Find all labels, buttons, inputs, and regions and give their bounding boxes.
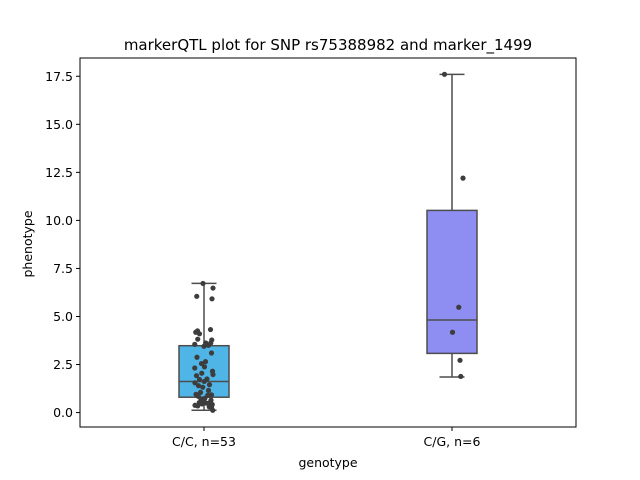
data-point — [194, 354, 200, 360]
data-point — [201, 378, 207, 385]
data-point — [207, 326, 214, 333]
data-point — [199, 370, 205, 376]
data-point — [195, 336, 201, 342]
x-axis: C/C, n=53 C/G, n=6 — [172, 427, 481, 449]
data-point — [199, 401, 205, 407]
data-point — [208, 350, 215, 356]
y-tick-label: 7.5 — [53, 261, 73, 276]
x-tick-label: C/G, n=6 — [424, 434, 481, 449]
data-point — [192, 380, 198, 386]
data-point — [208, 392, 215, 398]
data-point — [194, 293, 200, 299]
chart-title: markerQTL plot for SNP rs75388982 and ma… — [124, 36, 532, 55]
y-tick-label: 12.5 — [45, 165, 73, 180]
data-point — [449, 329, 456, 335]
data-point — [202, 359, 209, 365]
data-point — [196, 376, 203, 383]
data-point — [196, 331, 203, 337]
data-point — [210, 371, 216, 378]
y-tick-label: 0.0 — [53, 405, 73, 420]
y-tick-label: 17.5 — [45, 69, 73, 84]
y-axis-label: phenotype — [20, 210, 35, 277]
data-point — [206, 382, 213, 388]
data-point — [210, 285, 216, 291]
boxes-layer — [178, 73, 478, 412]
plot-frame — [79, 57, 577, 428]
data-point — [192, 341, 198, 347]
data-point — [457, 357, 463, 363]
box-group — [426, 73, 478, 378]
x-axis-label: genotype — [298, 455, 357, 470]
data-point — [209, 296, 215, 302]
data-point — [200, 384, 206, 390]
y-tick-label: 15.0 — [45, 117, 73, 132]
data-point — [193, 373, 200, 379]
iqr-box — [426, 209, 478, 355]
y-axis: 0.0 2.5 5.0 7.5 10.0 12.5 15.0 17.5 — [45, 69, 80, 420]
points-layer — [192, 71, 466, 413]
data-point — [210, 407, 216, 413]
data-point — [205, 387, 212, 394]
data-point — [192, 365, 198, 371]
data-point — [195, 403, 201, 409]
data-point — [441, 71, 448, 77]
data-point — [201, 364, 208, 370]
data-point — [460, 175, 466, 181]
data-point — [205, 342, 212, 348]
y-tick-label: 2.5 — [53, 357, 73, 372]
data-point — [456, 304, 462, 310]
data-point — [458, 373, 464, 380]
data-point — [197, 389, 204, 396]
x-tick-label: C/C, n=53 — [172, 434, 236, 449]
y-tick-label: 10.0 — [45, 213, 73, 228]
data-point — [195, 383, 202, 389]
data-point — [201, 343, 207, 349]
y-tick-label: 5.0 — [53, 309, 73, 324]
data-point — [200, 280, 206, 287]
